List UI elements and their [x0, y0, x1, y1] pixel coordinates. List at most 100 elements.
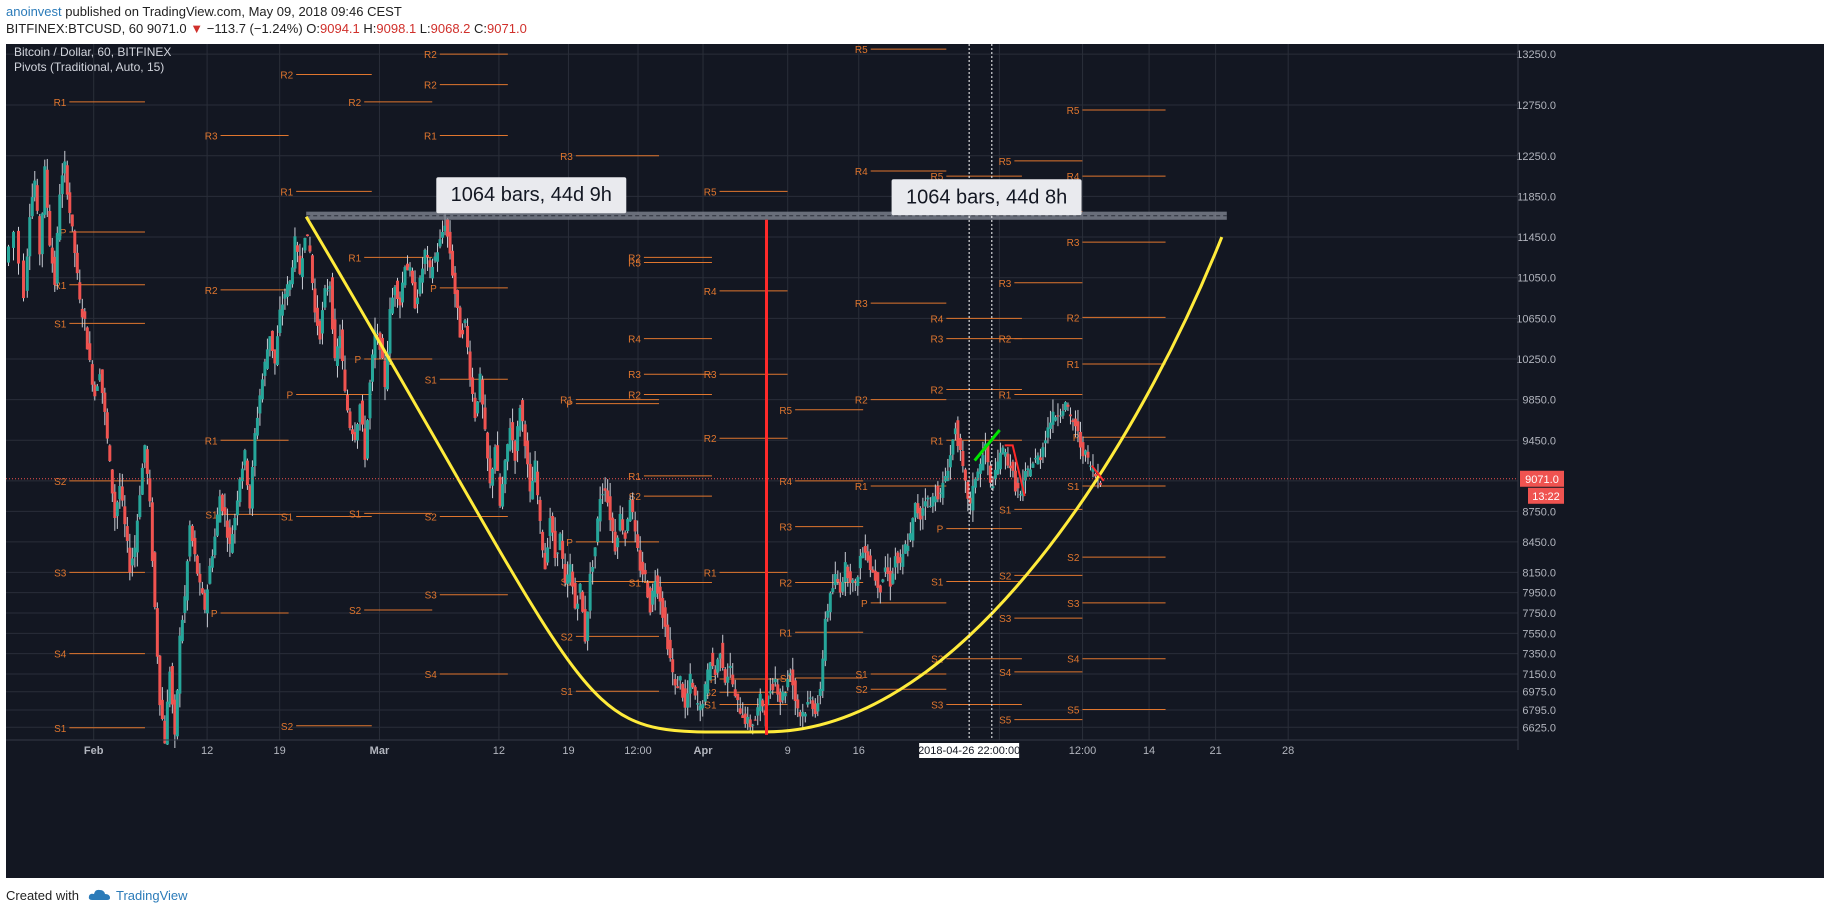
candle-body [228, 527, 232, 544]
candle-body [516, 426, 520, 451]
candle-body [738, 708, 742, 714]
candle-body [1098, 482, 1102, 485]
open-value: 9094.1 [320, 21, 360, 36]
tradingview-link[interactable]: TradingView [116, 888, 188, 903]
candle-body [1081, 442, 1085, 457]
candle-body [596, 518, 600, 542]
candle-body [508, 427, 512, 450]
candle-body [1026, 468, 1030, 471]
candle-body [388, 309, 392, 354]
low-label: L: [419, 21, 431, 36]
candle-body [896, 552, 900, 564]
pivot-label: P [566, 400, 573, 411]
candle-body [571, 571, 575, 587]
candle-body [360, 400, 364, 425]
candle-body [646, 582, 650, 598]
pivot-label: S4 [999, 668, 1012, 679]
pivot-label: R4 [704, 287, 717, 298]
candle-body [538, 499, 542, 521]
candle-body [458, 307, 462, 338]
pivot-label: R2 [999, 335, 1012, 346]
measure-label: 1064 bars, 44d 9h [436, 177, 627, 214]
pivot-label: R1 [205, 436, 218, 447]
candle-body [883, 567, 887, 572]
candle-body [771, 683, 775, 691]
candle-body [398, 297, 402, 306]
candle-body [278, 309, 282, 333]
candle-body [333, 319, 337, 359]
candle-body [17, 230, 21, 264]
candle-body [120, 486, 124, 501]
candle-body [255, 417, 259, 436]
candle-body [686, 693, 690, 708]
candle-body [1043, 440, 1047, 444]
candle-body [808, 697, 812, 699]
candle-body [373, 330, 377, 359]
crosshair-date-label: 2018-04-26 22:00:00 [918, 745, 1020, 757]
candle-body [60, 175, 64, 195]
green-trend-line [973, 429, 1001, 462]
candle-body [886, 567, 890, 574]
candle-body [898, 557, 902, 563]
candle-body [28, 217, 32, 257]
candle-body [393, 286, 397, 296]
open-label: O: [306, 21, 321, 36]
price-chart[interactable]: R1PR1S1S2S3S4S1R3R2R1PS1R2R1PS1S2R2R1PS1… [6, 44, 1824, 878]
candle-body [891, 573, 895, 584]
pivot-label: P [286, 391, 293, 402]
candle-body [178, 635, 182, 694]
candle-body [483, 407, 487, 430]
candle-body [1001, 447, 1005, 454]
candle-body [416, 297, 420, 305]
pivot-label: R1 [424, 131, 437, 142]
candle-body [858, 555, 862, 569]
candle-body [511, 422, 515, 441]
pivot-label: R1 [931, 436, 944, 447]
candle-body [173, 699, 177, 735]
candle-body [478, 373, 482, 400]
candle-body [98, 374, 102, 381]
candle-body [693, 686, 697, 696]
candle-body [123, 506, 127, 525]
last-price-tag [1520, 470, 1564, 487]
candle-body [866, 551, 870, 561]
price-tick-label: 8750.0 [1522, 506, 1556, 518]
chart-area[interactable]: R1 P R1 S1 S2 S3 S4 S1 R3 R2 R1 P S1 R2 R1 P S1 S2 R2 R1 P S1… [6, 44, 1824, 878]
pivot-label: R3 [999, 279, 1012, 290]
candle-body [663, 607, 667, 627]
candle-body [280, 304, 284, 316]
candle-body [758, 693, 762, 712]
measure-label-text: 1064 bars, 44d 9h [451, 184, 612, 206]
pivot-label: R3 [205, 131, 218, 142]
candle-body [1083, 450, 1087, 455]
candle-body [543, 552, 547, 570]
candle-body [313, 288, 317, 313]
measure-label-text: 1064 bars, 44d 8h [906, 186, 1067, 208]
pivot-label: S5 [1067, 706, 1080, 717]
candle-body [1006, 453, 1010, 466]
candle-body [368, 382, 372, 419]
candle-body [476, 401, 480, 414]
candle-body [290, 267, 294, 285]
candle-body [63, 161, 67, 174]
candle-body [618, 513, 622, 531]
pivot-label: S3 [425, 591, 438, 602]
pivot-label: R4 [855, 167, 868, 178]
candle-body [268, 336, 272, 351]
candle-body [558, 533, 562, 551]
candle-body [978, 463, 982, 474]
candle-body [328, 285, 332, 290]
candle-body [971, 485, 975, 511]
price-tick-label: 7950.0 [1522, 588, 1556, 600]
candle-body [170, 666, 174, 705]
candle-body [293, 236, 297, 269]
candle-body [853, 581, 857, 583]
candle-body [801, 711, 805, 717]
candle-body [203, 593, 207, 610]
candle-body [55, 232, 59, 284]
author-link[interactable]: anoinvest [6, 4, 62, 19]
candle-body [448, 231, 452, 254]
pivot-label: S1 [1067, 482, 1080, 493]
pivot-label: P [1073, 433, 1080, 444]
candle-body [703, 684, 707, 702]
